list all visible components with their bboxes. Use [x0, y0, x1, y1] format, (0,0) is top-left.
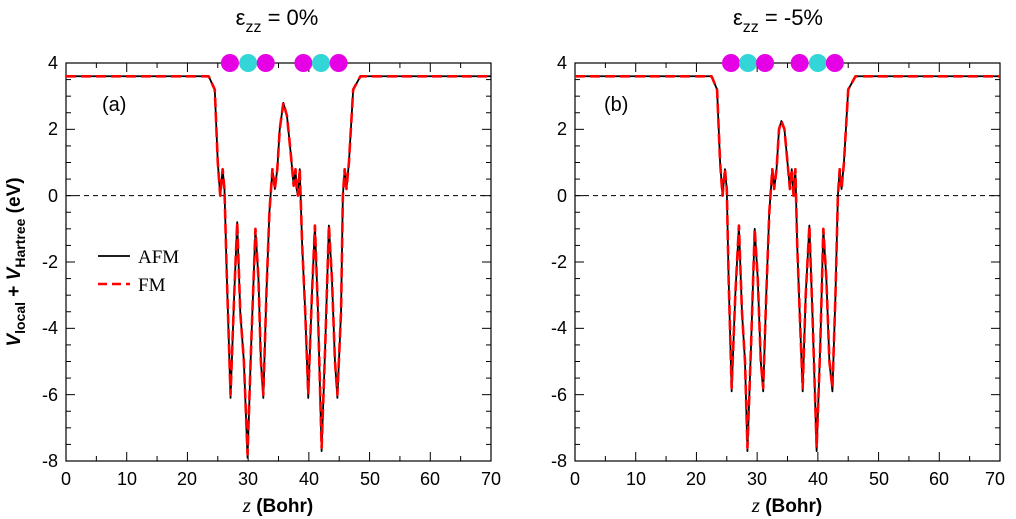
panel-a-y-tick-label: 0: [48, 186, 58, 206]
panel-a-atom-marker: [220, 54, 239, 72]
panel-a-x-tick-label: 70: [481, 469, 501, 489]
panel-a-series: [66, 74, 491, 459]
panel-b-atom-marker: [790, 54, 809, 72]
panel-a-y-tick-label: -8: [42, 451, 58, 471]
panel-b-y-tick-label: 2: [557, 119, 567, 139]
panel-a-series-fm-line: [66, 74, 491, 456]
panel-a-plot-frame: [65, 62, 492, 462]
y-axis-title: Vlocal + VHartree (eV): [4, 177, 28, 346]
panel-b-y-tick-label: 0: [557, 186, 567, 206]
panel-a-x-tick-label: 10: [117, 469, 137, 489]
panel-a-x-tick-label: 30: [238, 469, 258, 489]
panel-b-x-tick-label: 30: [747, 469, 767, 489]
panel-a-y-tick-label: 4: [48, 53, 58, 73]
panel-a-atom-marker: [256, 54, 275, 72]
panel-b-y-tick-label: -6: [551, 385, 567, 405]
panel-b-series-fm-line: [575, 74, 1000, 450]
panel-b-y-tick-label: -4: [551, 318, 567, 338]
panel-b-x-tick-label: 70: [985, 469, 1005, 489]
panel-a-x-tick-label: 40: [299, 469, 319, 489]
panel-b-title: εzz = -5%: [733, 5, 823, 36]
panel-b-x-tick-label: 60: [929, 469, 949, 489]
panel-b-plot-frame: [574, 62, 1001, 462]
legend-afm-label: AFM: [138, 247, 179, 268]
panel-b-series-afm-line: [575, 75, 1000, 452]
panel-b-atom-marker: [756, 54, 775, 72]
panel-b-x-axis-title: z (Bohr): [751, 493, 822, 517]
panel-b-atoms: [722, 54, 844, 72]
panel-a-title: εzz = 0%: [236, 5, 319, 36]
panel-a-atom-marker: [329, 54, 348, 72]
panel-a-atom-marker: [294, 54, 313, 72]
legend: AFM FM: [98, 247, 179, 296]
panel-b-y-tick-label: -2: [551, 252, 567, 272]
panel-b-series: [575, 74, 1000, 452]
panel-b-x-tick-label: 20: [686, 469, 706, 489]
panel-b-x-tick-label: 40: [808, 469, 828, 489]
panel-b-tick-labels: 0 10 20 30 40 50 60 70 -8 -6 -4 -2 0 2 4: [551, 53, 1005, 489]
panel-a-x-tick-label: 20: [177, 469, 197, 489]
panel-b-x-tick-label: 50: [869, 469, 889, 489]
panel-b-x-tick-label: 0: [570, 469, 580, 489]
panel-b-label: (b): [604, 94, 628, 116]
panel-b-y-tick-label: -8: [551, 451, 567, 471]
panel-b-atom-marker: [825, 54, 844, 72]
panel-b-x-tick-label: 10: [626, 469, 646, 489]
panel-a-y-tick-label: -4: [42, 318, 58, 338]
panel-a-label: (a): [102, 94, 126, 116]
legend-fm-label: FM: [138, 275, 166, 296]
panel-a-atom-marker: [312, 54, 330, 72]
panel-a-x-tick-label: 60: [420, 469, 440, 489]
panel-a-atom-marker: [239, 54, 258, 72]
panel-a: εzz = 0% 0 10 20 30 40 50 60 70 -8 -6 -4…: [42, 5, 501, 517]
panel-a-y-tick-label: 2: [48, 119, 58, 139]
panel-a-atoms: [220, 54, 348, 72]
panel-b-atom-marker: [808, 54, 827, 72]
panel-b-y-tick-label: 4: [557, 53, 567, 73]
panel-b-ticks: [574, 62, 1001, 462]
panel-b: εzz = -5% 0 10 20 30 40 50 60 70 -8 -6 -…: [551, 5, 1005, 517]
panel-a-tick-labels: 0 10 20 30 40 50 60 70 -8 -6 -4 -2 0 2 4: [42, 53, 501, 489]
panel-a-x-axis-title: z (Bohr): [242, 493, 313, 517]
panel-a-x-tick-label: 0: [61, 469, 71, 489]
panel-a-y-tick-label: -2: [42, 252, 58, 272]
panel-b-atom-marker: [722, 54, 741, 72]
panel-a-ticks: [65, 62, 492, 462]
panel-a-y-tick-label: -6: [42, 385, 58, 405]
panel-b-atom-marker: [739, 54, 758, 72]
panel-a-x-tick-label: 50: [360, 469, 380, 489]
